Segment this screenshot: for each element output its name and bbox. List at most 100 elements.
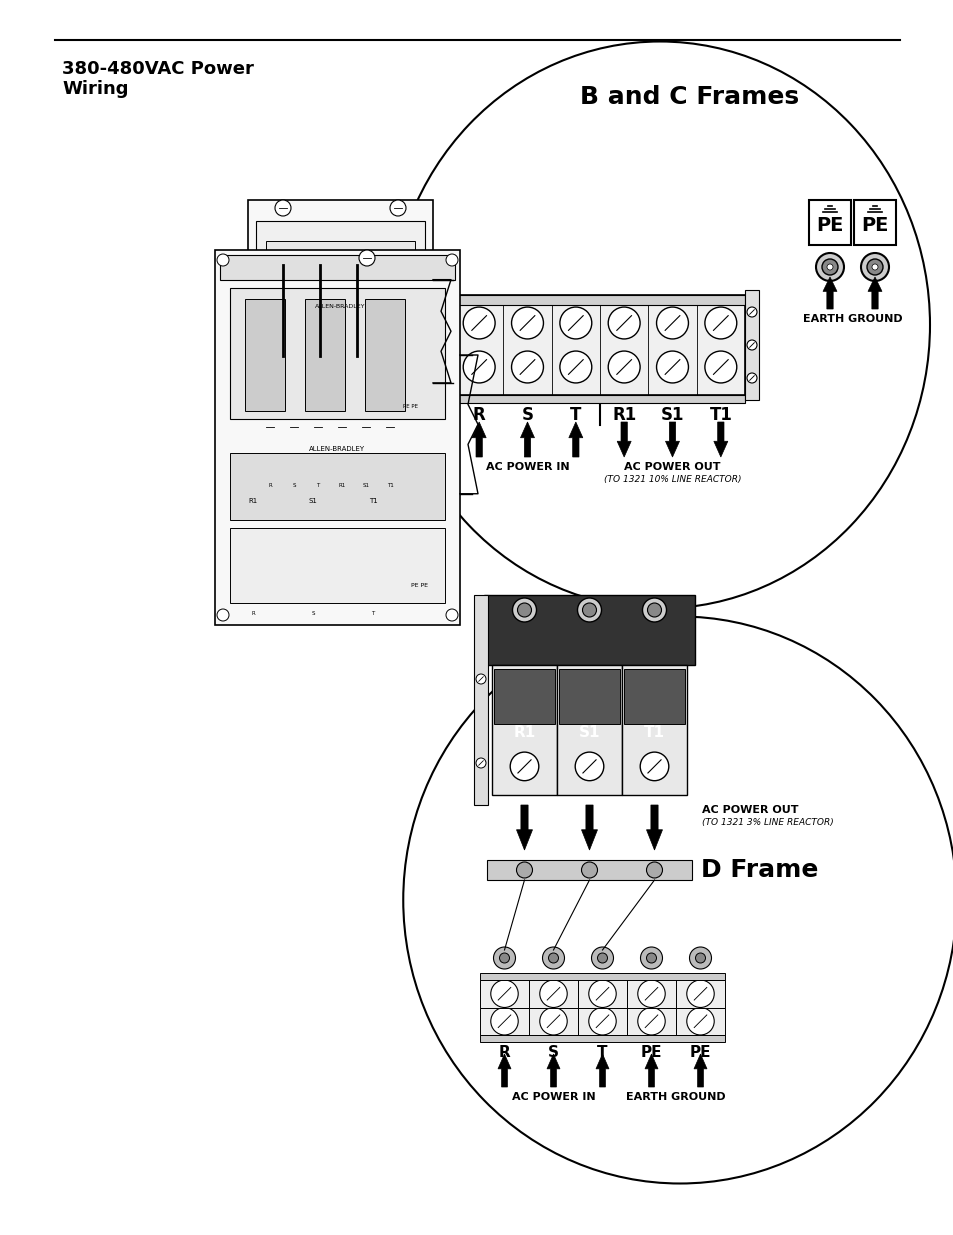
Polygon shape <box>693 1053 706 1087</box>
Text: R: R <box>268 483 272 488</box>
Bar <box>578 1008 626 1035</box>
Circle shape <box>360 448 371 458</box>
Polygon shape <box>472 422 486 457</box>
Bar <box>230 452 444 520</box>
Text: S1: S1 <box>660 406 683 424</box>
Polygon shape <box>568 422 582 457</box>
Bar <box>479 981 529 1008</box>
Circle shape <box>542 947 564 969</box>
Circle shape <box>559 351 591 383</box>
Circle shape <box>335 420 349 435</box>
Circle shape <box>390 200 406 216</box>
Circle shape <box>476 674 485 684</box>
Bar <box>626 981 676 1008</box>
Bar <box>479 973 724 981</box>
Polygon shape <box>546 1053 559 1087</box>
Circle shape <box>517 603 531 618</box>
Bar <box>455 395 744 403</box>
Text: T1: T1 <box>643 725 664 740</box>
Circle shape <box>499 953 509 963</box>
Circle shape <box>511 308 543 338</box>
Bar <box>479 1008 529 1035</box>
Circle shape <box>382 420 396 435</box>
Circle shape <box>638 1008 664 1035</box>
Circle shape <box>559 308 591 338</box>
Bar <box>230 527 444 603</box>
Circle shape <box>582 603 596 618</box>
Bar <box>455 295 744 305</box>
Bar <box>529 1008 578 1035</box>
Bar <box>853 200 895 245</box>
Bar <box>245 299 285 411</box>
Text: T: T <box>316 483 319 488</box>
Text: T1: T1 <box>709 406 732 424</box>
Circle shape <box>608 351 639 383</box>
Text: EARTH GROUND: EARTH GROUND <box>625 1092 725 1102</box>
Bar <box>479 1035 724 1042</box>
Text: R1: R1 <box>248 498 257 504</box>
Text: D Frame: D Frame <box>700 858 818 882</box>
Circle shape <box>358 420 373 435</box>
Polygon shape <box>867 277 882 309</box>
Circle shape <box>821 259 837 275</box>
Text: R1: R1 <box>513 725 535 740</box>
Circle shape <box>274 200 291 216</box>
Text: AC POWER OUT: AC POWER OUT <box>623 462 720 472</box>
Text: Wiring: Wiring <box>62 80 129 98</box>
Text: T: T <box>371 610 375 615</box>
Bar <box>808 200 850 245</box>
Circle shape <box>597 953 607 963</box>
Text: T: T <box>570 406 581 424</box>
Bar <box>483 595 695 664</box>
Circle shape <box>490 1008 517 1035</box>
Circle shape <box>251 478 261 488</box>
Circle shape <box>446 254 457 266</box>
Bar <box>365 299 405 411</box>
Circle shape <box>815 253 843 282</box>
Circle shape <box>686 1008 714 1035</box>
Bar <box>494 669 555 724</box>
Polygon shape <box>665 422 679 457</box>
Circle shape <box>646 953 656 963</box>
Circle shape <box>493 947 515 969</box>
Circle shape <box>265 448 274 458</box>
Bar <box>744 290 759 400</box>
Text: S: S <box>521 406 533 424</box>
Polygon shape <box>644 1053 658 1087</box>
Polygon shape <box>646 805 661 850</box>
Circle shape <box>646 862 661 878</box>
Bar <box>255 221 424 383</box>
Circle shape <box>539 981 567 1008</box>
Text: PE PE: PE PE <box>403 404 418 409</box>
Text: S1: S1 <box>578 725 599 740</box>
Text: R1: R1 <box>338 483 345 488</box>
Polygon shape <box>822 277 836 309</box>
Circle shape <box>548 953 558 963</box>
Bar <box>305 299 345 411</box>
Text: PE PE: PE PE <box>411 583 428 588</box>
Bar <box>623 669 684 724</box>
Bar <box>214 249 459 625</box>
Circle shape <box>463 351 495 383</box>
Bar <box>248 200 433 495</box>
Bar <box>230 288 444 419</box>
Text: 380-480VAC Power: 380-480VAC Power <box>62 61 253 78</box>
Circle shape <box>442 340 453 350</box>
Bar <box>621 664 686 795</box>
Polygon shape <box>617 422 631 457</box>
Polygon shape <box>516 805 532 850</box>
Bar <box>626 1008 676 1035</box>
Circle shape <box>826 264 832 270</box>
Bar <box>486 860 691 881</box>
Circle shape <box>313 448 323 458</box>
Circle shape <box>575 752 603 781</box>
Circle shape <box>216 609 229 621</box>
Circle shape <box>656 308 688 338</box>
Circle shape <box>647 603 660 618</box>
Circle shape <box>263 420 276 435</box>
Polygon shape <box>713 422 727 457</box>
Circle shape <box>476 758 485 768</box>
Text: S1: S1 <box>362 483 369 488</box>
Circle shape <box>608 308 639 338</box>
Bar <box>529 981 578 1008</box>
